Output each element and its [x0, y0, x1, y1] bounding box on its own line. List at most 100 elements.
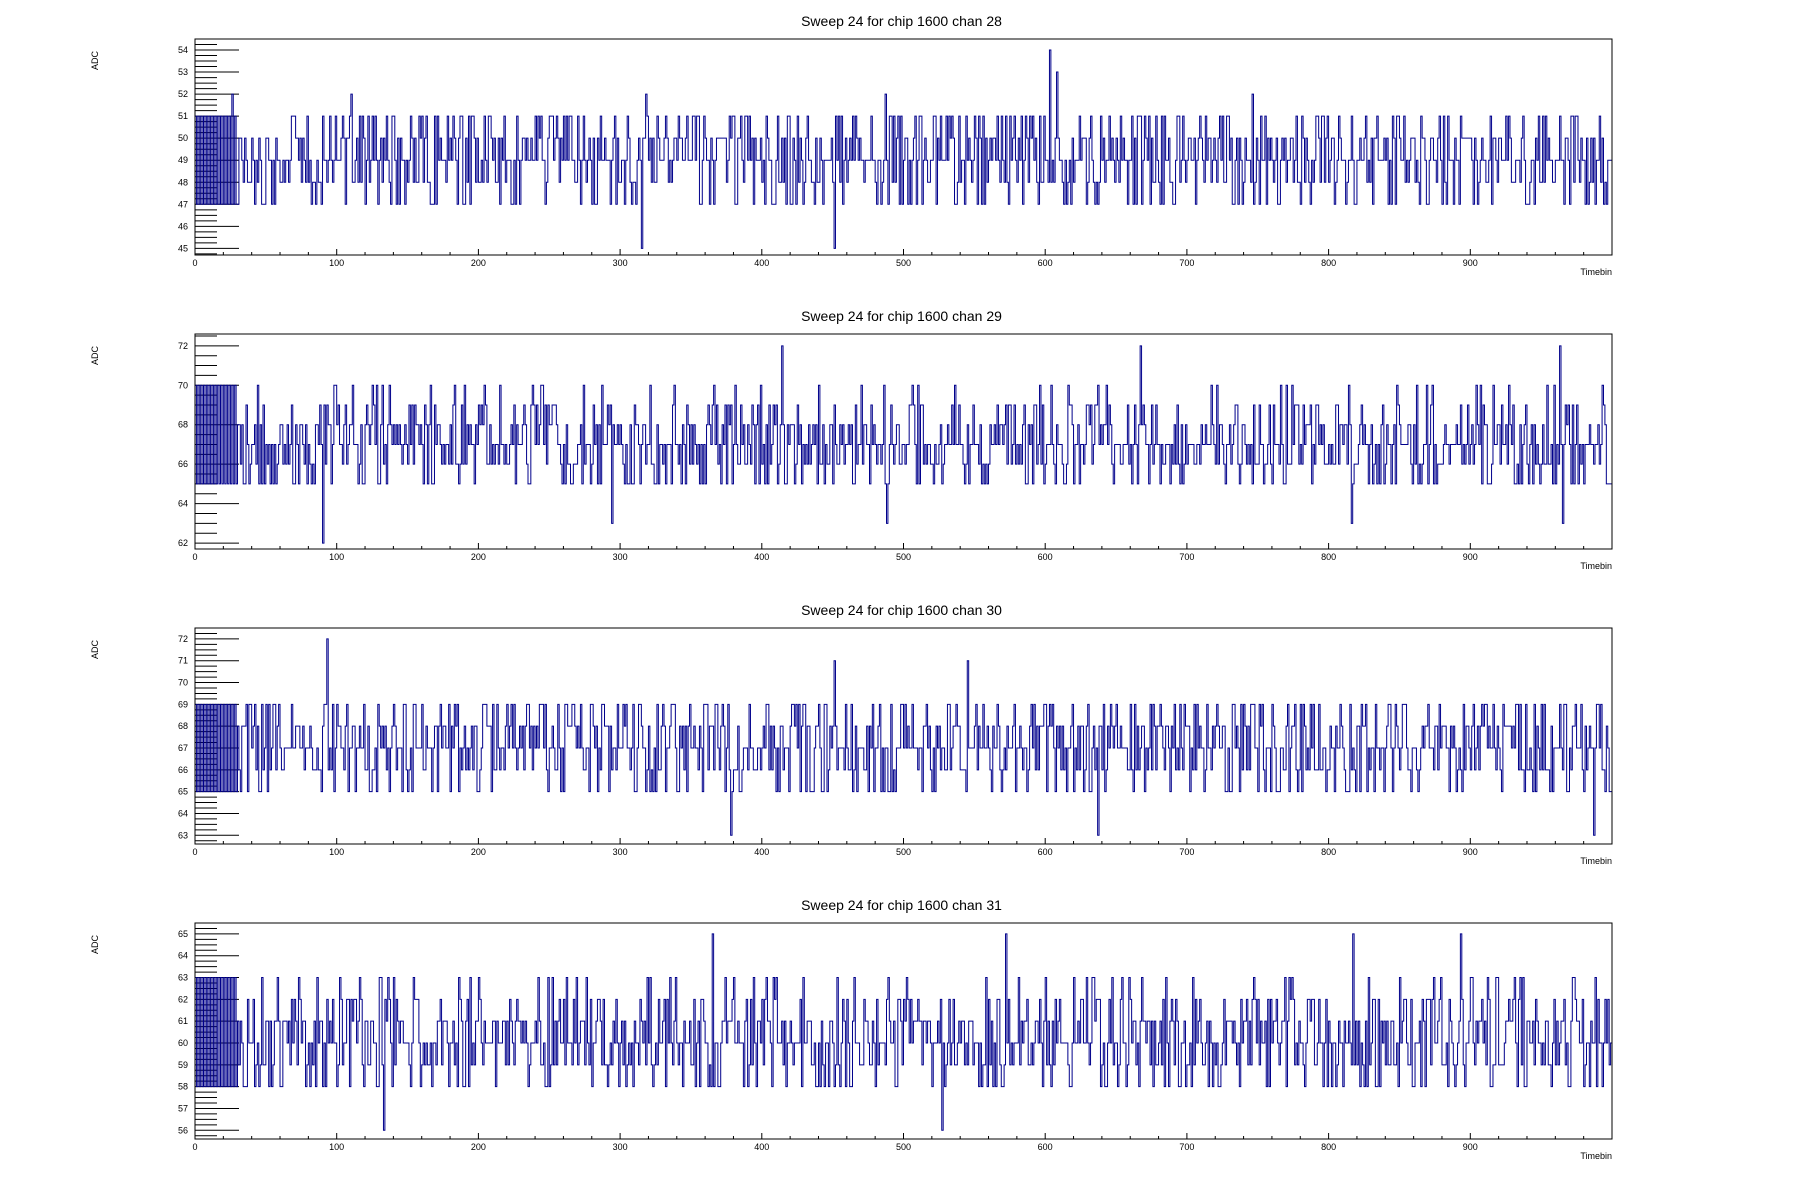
y-tick-label: 56 — [178, 1125, 188, 1135]
x-tick-label: 400 — [754, 1142, 769, 1152]
y-axis-label: ADC — [90, 346, 100, 366]
chart-title: Sweep 24 for chip 1600 chan 31 — [801, 897, 1002, 913]
y-axis-label: ADC — [90, 935, 100, 955]
plot-frame — [194, 922, 1613, 1140]
x-axis-label: Timebin — [1580, 561, 1612, 571]
x-tick-label: 500 — [896, 1142, 911, 1152]
panel-chan-31: Sweep 24 for chip 1600 chan 31 ADC Timebin… — [90, 897, 1613, 1161]
x-tick-label: 700 — [1179, 1142, 1194, 1152]
x-tick-label: 600 — [1038, 1142, 1053, 1152]
y-tick-label: 63 — [178, 973, 188, 983]
chart-title: Sweep 24 for chip 1600 chan 30 — [801, 602, 1002, 618]
x-tick-label: 800 — [1321, 258, 1336, 268]
adc-trace — [195, 638, 1612, 836]
x-tick-label: 100 — [329, 552, 344, 562]
x-tick-label: 500 — [896, 552, 911, 562]
y-tick-label: 57 — [178, 1103, 188, 1113]
y-tick-label: 51 — [178, 111, 188, 121]
y-tick-label: 64 — [178, 499, 188, 509]
x-axis-label: Timebin — [1580, 856, 1612, 866]
y-tick-label: 70 — [178, 678, 188, 688]
y-tick-label: 67 — [178, 743, 188, 753]
y-tick-label: 49 — [178, 155, 188, 165]
y-tick-label: 70 — [178, 380, 188, 390]
x-tick-label: 0 — [192, 552, 197, 562]
plot-frame — [194, 333, 1613, 550]
x-tick-label: 400 — [754, 552, 769, 562]
plot-frame — [194, 627, 1613, 845]
y-tick-label: 62 — [178, 994, 188, 1004]
y-tick-label: 65 — [178, 787, 188, 797]
panel-chan-29: Sweep 24 for chip 1600 chan 29 ADC Timebin… — [90, 308, 1613, 571]
x-tick-label: 900 — [1463, 258, 1478, 268]
y-axis-label: ADC — [90, 640, 100, 660]
x-tick-label: 500 — [896, 847, 911, 857]
y-tick-label: 72 — [178, 634, 188, 644]
x-tick-label: 200 — [471, 1142, 486, 1152]
chart-title: Sweep 24 for chip 1600 chan 28 — [801, 13, 1002, 29]
adc-trace — [195, 49, 1612, 249]
x-tick-label: 700 — [1179, 847, 1194, 857]
x-axis-label: Timebin — [1580, 1151, 1612, 1161]
y-tick-label: 68 — [178, 721, 188, 731]
y-tick-label: 65 — [178, 929, 188, 939]
y-tick-label: 50 — [178, 133, 188, 143]
x-tick-label: 300 — [613, 552, 628, 562]
x-axis-label: Timebin — [1580, 267, 1612, 277]
x-tick-label: 300 — [613, 1142, 628, 1152]
y-tick-label: 66 — [178, 459, 188, 469]
x-tick-label: 900 — [1463, 1142, 1478, 1152]
x-tick-label: 0 — [192, 258, 197, 268]
x-tick-label: 600 — [1038, 258, 1053, 268]
panel-chan-30: Sweep 24 for chip 1600 chan 30 ADC Timebin… — [90, 602, 1613, 866]
x-tick-label: 400 — [754, 847, 769, 857]
y-tick-label: 58 — [178, 1082, 188, 1092]
y-tick-label: 62 — [178, 538, 188, 548]
y-tick-label: 69 — [178, 699, 188, 709]
x-tick-label: 0 — [192, 1142, 197, 1152]
y-tick-label: 47 — [178, 199, 188, 209]
y-tick-label: 59 — [178, 1060, 188, 1070]
x-tick-label: 100 — [329, 847, 344, 857]
y-tick-label: 54 — [178, 45, 188, 55]
y-tick-label: 64 — [178, 808, 188, 818]
y-tick-label: 72 — [178, 341, 188, 351]
y-tick-label: 48 — [178, 177, 188, 187]
y-tick-label: 61 — [178, 1016, 188, 1026]
y-tick-label: 71 — [178, 656, 188, 666]
y-tick-label: 52 — [178, 89, 188, 99]
y-tick-label: 60 — [178, 1038, 188, 1048]
y-tick-label: 45 — [178, 243, 188, 253]
y-tick-label: 68 — [178, 420, 188, 430]
y-tick-label: 46 — [178, 221, 188, 231]
y-tick-label: 66 — [178, 765, 188, 775]
plot-frame — [194, 38, 1613, 256]
x-tick-label: 900 — [1463, 552, 1478, 562]
x-tick-label: 600 — [1038, 847, 1053, 857]
x-tick-label: 200 — [471, 258, 486, 268]
y-tick-label: 53 — [178, 67, 188, 77]
x-tick-label: 500 — [896, 258, 911, 268]
x-tick-label: 300 — [613, 258, 628, 268]
x-tick-label: 300 — [613, 847, 628, 857]
x-tick-label: 100 — [329, 1142, 344, 1152]
adc-trace — [195, 933, 1612, 1131]
x-tick-label: 800 — [1321, 847, 1336, 857]
x-tick-label: 400 — [754, 258, 769, 268]
y-axis-label: ADC — [90, 51, 100, 71]
x-tick-label: 100 — [329, 258, 344, 268]
x-tick-label: 200 — [471, 847, 486, 857]
x-tick-label: 700 — [1179, 258, 1194, 268]
y-tick-label: 63 — [178, 830, 188, 840]
y-tick-label: 64 — [178, 951, 188, 961]
adc-trace — [195, 345, 1612, 544]
chart-title: Sweep 24 for chip 1600 chan 29 — [801, 308, 1002, 324]
x-tick-label: 600 — [1038, 552, 1053, 562]
x-tick-label: 200 — [471, 552, 486, 562]
panel-chan-28: Sweep 24 for chip 1600 chan 28 ADC Timebin… — [90, 13, 1613, 277]
x-tick-label: 0 — [192, 847, 197, 857]
x-tick-label: 700 — [1179, 552, 1194, 562]
x-tick-label: 800 — [1321, 552, 1336, 562]
